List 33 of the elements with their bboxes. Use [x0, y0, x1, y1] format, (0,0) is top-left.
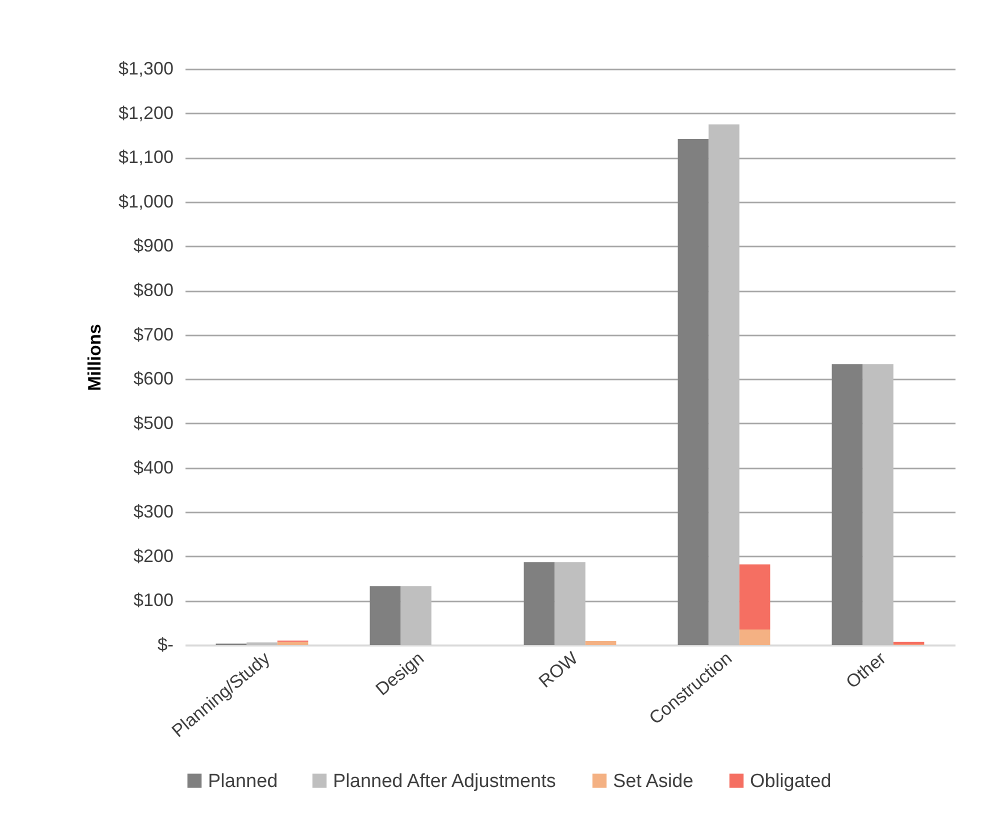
- bar: [370, 586, 401, 645]
- legend-label: Obligated: [750, 770, 832, 792]
- bar: [554, 562, 586, 645]
- bar: [739, 629, 770, 645]
- bar: [739, 564, 770, 630]
- legend-label: Set Aside: [613, 770, 694, 792]
- y-tick-label: $400: [133, 457, 174, 478]
- y-tick-label: $1,000: [118, 191, 174, 212]
- y-tick-label: $100: [133, 590, 174, 610]
- bar: [246, 642, 278, 645]
- bar: [832, 364, 863, 645]
- y-tick-label: $900: [133, 236, 174, 256]
- y-axis-title: Millions: [84, 324, 104, 391]
- bar: [708, 124, 740, 645]
- bar: [893, 642, 924, 645]
- y-tick-label: $700: [133, 324, 174, 344]
- bar: [400, 586, 432, 645]
- y-tick-label: $600: [133, 368, 174, 389]
- bar: [678, 139, 709, 645]
- y-tick-label: $500: [133, 412, 174, 433]
- y-tick-label: $1,300: [118, 58, 174, 78]
- y-tick-label: $800: [133, 280, 174, 300]
- y-tick-label: $-: [157, 634, 174, 654]
- y-tick-label: $1,100: [118, 147, 174, 168]
- bar: [277, 642, 308, 645]
- y-tick-label: $1,200: [118, 102, 174, 123]
- legend-label: Planned: [208, 770, 278, 792]
- legend-label: Planned After Adjustments: [333, 770, 556, 792]
- bar: [585, 641, 616, 645]
- bar: [524, 562, 555, 645]
- y-tick-label: $200: [133, 546, 174, 566]
- y-tick-label: $300: [133, 502, 174, 522]
- bar: [862, 364, 894, 645]
